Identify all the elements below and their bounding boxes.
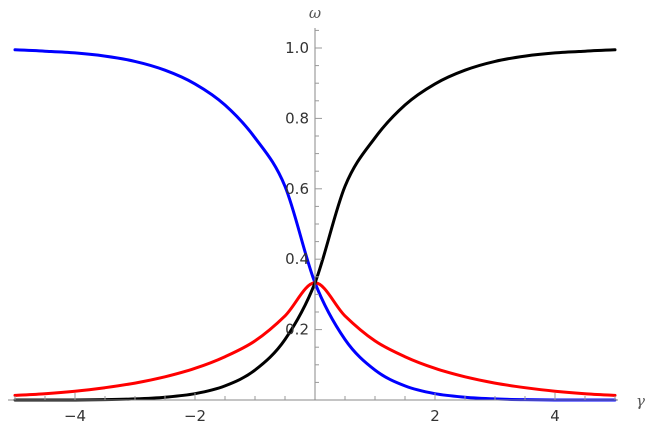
x-tick-label: 2: [430, 407, 440, 425]
y-tick-label: 0.6: [285, 180, 309, 198]
y-tick-label: 1.0: [285, 39, 309, 57]
ticks-layer: −4 −2 2 4 0.2 0.4 0.6 0.8 1.0: [14, 29, 616, 425]
y-tick-label: 0.4: [285, 250, 309, 268]
y-axis-label: ω: [309, 4, 321, 22]
x-tick-label: 4: [550, 407, 560, 425]
x-axis-label: γ: [636, 392, 645, 410]
y-tick-label: 0.2: [285, 321, 309, 339]
y-tick-label: 0.8: [285, 109, 309, 127]
x-tick-label: −4: [64, 407, 86, 425]
x-tick-label: −2: [184, 407, 206, 425]
axes-layer: [8, 28, 618, 401]
labels-layer: ω γ: [309, 4, 645, 410]
